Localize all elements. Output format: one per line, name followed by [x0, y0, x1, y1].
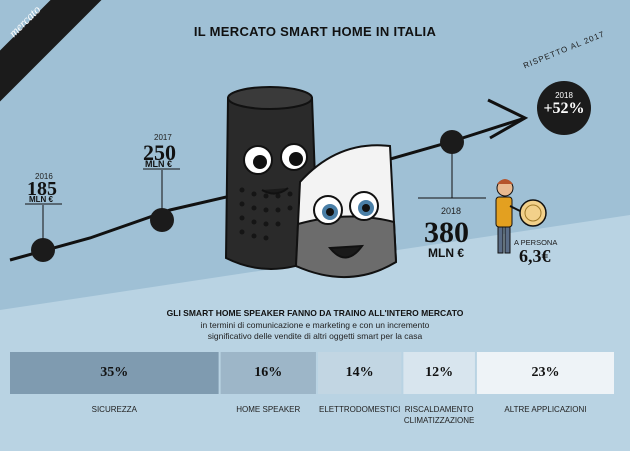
category-label-line: HOME SPEAKER: [236, 405, 301, 414]
bar-value-label: 14%: [345, 365, 374, 380]
growth-badge: 2018 +52%: [537, 81, 591, 135]
bar-value-label: 23%: [531, 365, 560, 380]
bar-segment: [317, 352, 402, 394]
category-label: ALTRE APPLICAZIONI: [477, 404, 614, 415]
milestone-year-2017: 2017: [154, 133, 172, 142]
category-label: SICUREZZA: [10, 404, 219, 415]
subtext-line-2: significativo delle vendite di altri ogg…: [207, 331, 423, 341]
bar-segment: [220, 352, 316, 394]
bar-segment: [403, 352, 475, 394]
milestone-year-2016: 2016: [35, 172, 53, 181]
milestone-unit-2018: MLN €: [428, 246, 464, 260]
page-title: IL MERCATO SMART HOME IN ITALIA: [193, 24, 437, 39]
milestone-year-2018: 2018: [441, 206, 462, 216]
growth-value: +52%: [543, 100, 585, 117]
category-label-line: ALTRE APPLICAZIONI: [504, 405, 587, 414]
per-person-value: 6,3€: [519, 246, 551, 266]
category-label: ELETTRODOMESTICI: [318, 404, 401, 415]
category-label: RISCALDAMENTO CLIMATIZZAZIONE: [403, 404, 475, 426]
share-bar: [10, 352, 614, 394]
bar-value-label: 12%: [425, 365, 454, 380]
per-person-label: A PERSONA: [514, 238, 558, 247]
bar-value-label: 16%: [254, 365, 283, 380]
milestone-value-2018: 380: [424, 216, 469, 249]
milestone-unit-2016: MLN €: [29, 195, 53, 204]
milestone-dot-2016: [31, 238, 55, 262]
category-label: HOME SPEAKER: [221, 404, 316, 415]
milestone-value-2016: 185: [27, 178, 57, 200]
person-with-coin: [495, 179, 547, 254]
bar-segment: [476, 352, 614, 394]
milestone-dot-2018: [440, 130, 464, 154]
milestone-value-2017: 250: [143, 140, 176, 165]
lead-text: GLI SMART HOME SPEAKER FANNO DA TRAINO A…: [166, 308, 464, 318]
subtext-line-1: in termini di comunicazione e marketing …: [200, 320, 430, 330]
category-label-line: ELETTRODOMESTICI: [319, 405, 401, 414]
bar-segment: [10, 352, 219, 394]
category-label-line: CLIMATIZZAZIONE: [403, 416, 475, 425]
white-speaker: [294, 144, 398, 279]
growth-year: 2018: [555, 91, 573, 100]
milestone-unit-2017: MLN €: [145, 159, 172, 169]
category-label-line: RISCALDAMENTO: [404, 405, 474, 414]
category-label-line: SICUREZZA: [91, 405, 137, 414]
bar-value-label: 35%: [100, 365, 129, 380]
arrow-head: [487, 98, 529, 140]
milestone-dot-2017: [150, 208, 174, 232]
section-tag: mercato: [0, 0, 110, 110]
